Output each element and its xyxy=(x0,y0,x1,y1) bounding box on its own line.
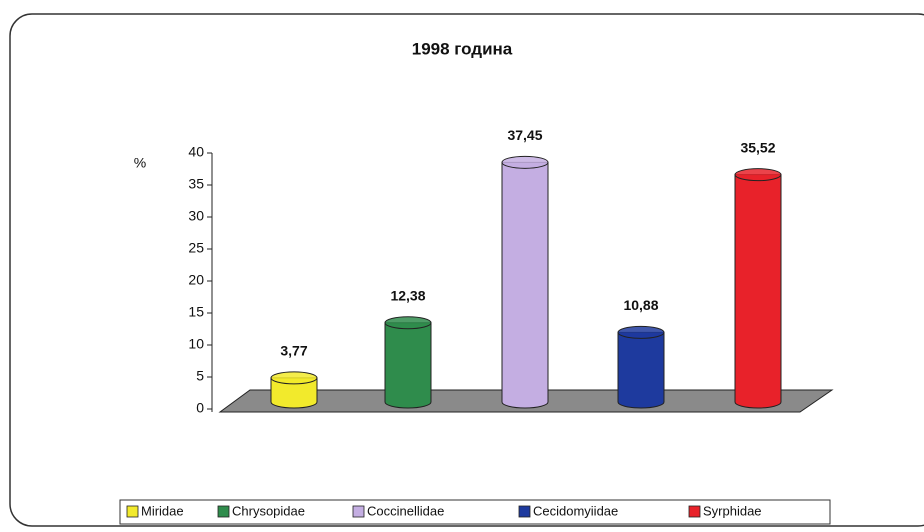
bar-top xyxy=(384,316,432,330)
y-tick-label: 25 xyxy=(188,240,204,256)
bar-top xyxy=(734,168,782,182)
legend-label: Coccinellidae xyxy=(367,503,444,518)
value-label: 3,77 xyxy=(280,343,307,359)
legend xyxy=(119,499,831,525)
bar-top xyxy=(270,371,318,385)
y-tick-label: 0 xyxy=(196,400,204,416)
value-label: 10,88 xyxy=(623,297,658,313)
legend-swatch xyxy=(126,505,139,518)
value-label: 35,52 xyxy=(740,139,775,155)
y-tick-label: 35 xyxy=(188,176,204,192)
value-label: 12,38 xyxy=(390,287,425,303)
legend-swatch xyxy=(352,505,365,518)
y-axis-label: % xyxy=(134,155,146,171)
y-tick-label: 10 xyxy=(188,336,204,352)
bar xyxy=(617,331,665,409)
bar-top xyxy=(501,155,549,169)
bar xyxy=(734,174,782,409)
value-label: 37,45 xyxy=(507,127,542,143)
y-tick-label: 5 xyxy=(196,368,204,384)
y-tick-label: 30 xyxy=(188,208,204,224)
bar xyxy=(501,161,549,409)
bar-top xyxy=(617,325,665,339)
y-tick-label: 40 xyxy=(188,144,204,160)
legend-label: Syrphidae xyxy=(703,503,762,518)
legend-swatch xyxy=(217,505,230,518)
y-tick-label: 15 xyxy=(188,304,204,320)
bar xyxy=(270,377,318,409)
legend-label: Chrysopidae xyxy=(232,503,305,518)
legend-swatch xyxy=(688,505,701,518)
chart-title: 1998 година xyxy=(412,39,513,58)
legend-label: Miridae xyxy=(141,503,184,518)
bar xyxy=(384,322,432,409)
y-tick-label: 20 xyxy=(188,272,204,288)
chart-frame xyxy=(9,13,924,527)
legend-swatch xyxy=(518,505,531,518)
legend-label: Cecidomyiidae xyxy=(533,503,618,518)
